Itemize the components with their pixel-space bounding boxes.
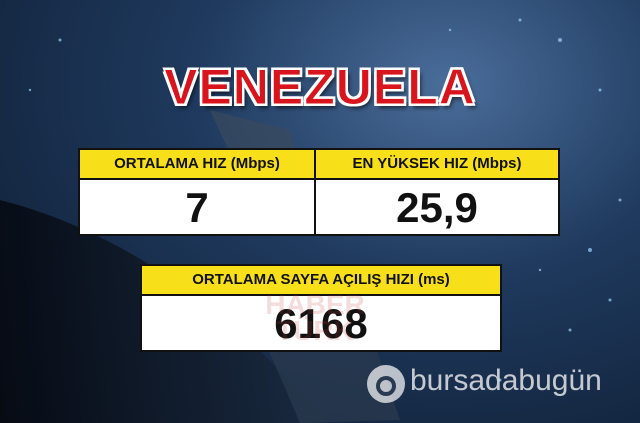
title: VENEZUELA xyxy=(164,59,476,116)
stat-box: ORTALAMA SAYFA AÇILIŞ HIZI (ms) 6168 xyxy=(140,264,502,352)
stat-label: ORTALAMA HIZ (Mbps) xyxy=(80,150,314,180)
stat-value: 6168 xyxy=(274,300,368,347)
stat-label: ORTALAMA SAYFA AÇILIŞ HIZI (ms) xyxy=(142,266,500,296)
stat-value: 7 xyxy=(185,184,209,231)
watermark-logo xyxy=(367,365,405,403)
watermark: bursadabugün xyxy=(410,364,602,397)
watermark: HABER TÜRK xyxy=(250,289,380,346)
watermark-text: TÜRK xyxy=(276,315,354,346)
stat-value: 25,9 xyxy=(396,184,478,231)
watermark-text: HABER xyxy=(265,289,365,320)
stat-box: EN YÜKSEK HIZ (Mbps) 25,9 xyxy=(314,148,560,236)
stat-label: EN YÜKSEK HIZ (Mbps) xyxy=(316,150,558,180)
stat-box: ORTALAMA HIZ (Mbps) 7 xyxy=(78,148,316,236)
